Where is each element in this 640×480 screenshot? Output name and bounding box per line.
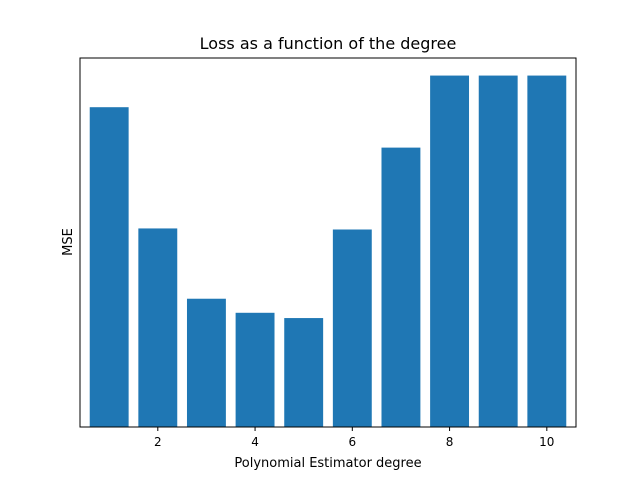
x-tick-label-2: 2 [154,435,162,449]
chart-title: Loss as a function of the degree [200,34,457,53]
bar-degree-6 [332,229,372,427]
y-axis-label: MSE [61,228,76,256]
bars-group [89,75,567,428]
bar-degree-2 [138,228,178,427]
bar-degree-3 [186,298,226,427]
bar-degree-5 [284,318,324,427]
bar-degree-4 [235,312,275,427]
x-tick-label-6: 6 [348,435,356,449]
plot-area: 2 4 6 8 10 [79,57,577,449]
axes-frame [79,57,577,428]
bar-degree-7 [381,147,421,428]
bar-degree-1 [89,107,129,427]
bar-degree-10 [527,75,567,427]
x-tick-label-8: 8 [446,435,454,449]
x-tick-label-10: 10 [539,435,554,449]
x-axis-label: Polynomial Estimator degree [234,456,421,471]
bar-degree-8 [430,75,470,427]
x-tick-label-4: 4 [251,435,259,449]
x-ticks-group: 2 4 6 8 10 [154,427,554,449]
bar-degree-9 [478,75,518,427]
